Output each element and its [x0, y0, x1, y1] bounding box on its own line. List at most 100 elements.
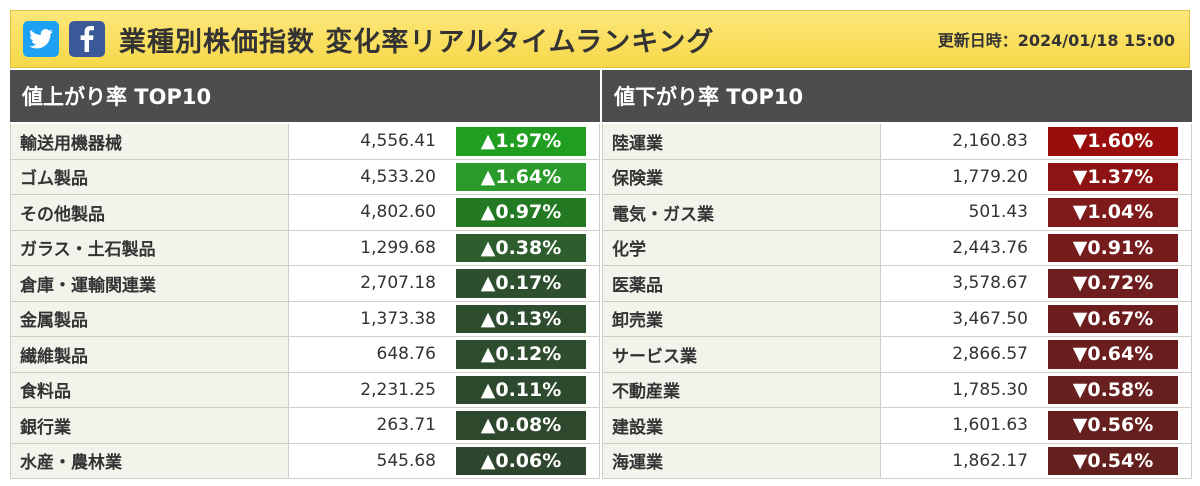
sector-name: 銀行業: [11, 408, 289, 443]
index-value: 263.71: [289, 408, 456, 443]
index-value: 2,866.57: [881, 337, 1048, 372]
table-row[interactable]: ゴム製品 4,533.20 ▲1.64%: [10, 159, 600, 195]
index-value: 1,299.68: [289, 230, 456, 265]
table-row[interactable]: 倉庫・運輸関連業 2,707.18 ▲0.17%: [10, 266, 600, 302]
facebook-share-button[interactable]: [69, 21, 105, 57]
sector-name: 卸売業: [603, 301, 881, 336]
change-rate-badge: ▼0.72%: [1048, 269, 1178, 298]
index-value: 4,533.20: [289, 159, 456, 194]
index-value: 648.76: [289, 337, 456, 372]
index-value: 1,601.63: [881, 408, 1048, 443]
index-value: 3,578.67: [881, 266, 1048, 301]
sector-name: 水産・農林業: [11, 443, 289, 478]
row-padding: [586, 124, 599, 159]
sector-name: 金属製品: [11, 301, 289, 336]
change-rate-badge: ▼1.60%: [1048, 127, 1178, 156]
change-rate-badge: ▼0.67%: [1048, 304, 1178, 333]
row-padding: [1178, 159, 1191, 194]
row-padding: [586, 337, 599, 372]
sector-name: 電気・ガス業: [603, 195, 881, 230]
change-rate-badge: ▼1.37%: [1048, 162, 1178, 191]
index-value: 2,231.25: [289, 372, 456, 407]
index-value: 4,802.60: [289, 195, 456, 230]
row-padding: [586, 443, 599, 478]
table-row[interactable]: 建設業 1,601.63 ▼0.56%: [602, 408, 1192, 444]
index-value: 2,160.83: [881, 124, 1048, 159]
change-rate-badge: ▼0.54%: [1048, 446, 1178, 475]
change-rate-badge: ▼0.56%: [1048, 411, 1178, 440]
sector-name: その他製品: [11, 195, 289, 230]
change-rate-badge: ▼0.91%: [1048, 233, 1178, 262]
change-rate-badge: ▼0.58%: [1048, 375, 1178, 404]
index-value: 1,373.38: [289, 301, 456, 336]
row-padding: [586, 266, 599, 301]
row-padding: [1178, 372, 1191, 407]
change-rate-badge: ▲0.08%: [456, 411, 586, 440]
index-value: 1,785.30: [881, 372, 1048, 407]
sector-name: 医薬品: [603, 266, 881, 301]
gainers-heading: 値上がり率 TOP10: [10, 70, 600, 124]
twitter-icon: [29, 29, 53, 49]
sector-name: 保険業: [603, 159, 881, 194]
table-row[interactable]: 繊維製品 648.76 ▲0.12%: [10, 337, 600, 373]
change-rate-badge: ▲0.11%: [456, 375, 586, 404]
change-rate-badge: ▼1.04%: [1048, 198, 1178, 227]
row-padding: [586, 230, 599, 265]
change-rate-badge: ▲0.38%: [456, 233, 586, 262]
table-row[interactable]: 電気・ガス業 501.43 ▼1.04%: [602, 195, 1192, 231]
index-value: 1,862.17: [881, 443, 1048, 478]
table-row[interactable]: 金属製品 1,373.38 ▲0.13%: [10, 301, 600, 337]
table-row[interactable]: 輸送用機器械 4,556.41 ▲1.97%: [10, 124, 600, 160]
change-rate-badge: ▲0.97%: [456, 198, 586, 227]
change-rate-badge: ▲0.13%: [456, 304, 586, 333]
table-row[interactable]: 医薬品 3,578.67 ▼0.72%: [602, 266, 1192, 302]
change-rate-badge: ▲1.64%: [456, 162, 586, 191]
row-padding: [1178, 230, 1191, 265]
index-value: 545.68: [289, 443, 456, 478]
change-rate-badge: ▲0.17%: [456, 269, 586, 298]
sector-name: 繊維製品: [11, 337, 289, 372]
table-row[interactable]: 化学 2,443.76 ▼0.91%: [602, 230, 1192, 266]
table-row[interactable]: 卸売業 3,467.50 ▼0.67%: [602, 301, 1192, 337]
table-row[interactable]: サービス業 2,866.57 ▼0.64%: [602, 337, 1192, 373]
sector-name: 不動産業: [603, 372, 881, 407]
table-row[interactable]: その他製品 4,802.60 ▲0.97%: [10, 195, 600, 231]
row-padding: [586, 159, 599, 194]
table-row[interactable]: 不動産業 1,785.30 ▼0.58%: [602, 372, 1192, 408]
index-value: 1,779.20: [881, 159, 1048, 194]
sector-name: 食料品: [11, 372, 289, 407]
gainers-table: 輸送用機器械 4,556.41 ▲1.97% ゴム製品 4,533.20 ▲1.64% その…: [10, 124, 600, 479]
facebook-icon: [80, 26, 94, 52]
sector-name: サービス業: [603, 337, 881, 372]
row-padding: [586, 408, 599, 443]
row-padding: [1178, 124, 1191, 159]
sector-name: 海運業: [603, 443, 881, 478]
row-padding: [1178, 408, 1191, 443]
row-padding: [1178, 266, 1191, 301]
losers-table: 陸運業 2,160.83 ▼1.60% 保険業 1,779.20 ▼1.37% 電気・ガス業…: [602, 124, 1192, 479]
index-value: 2,443.76: [881, 230, 1048, 265]
table-row[interactable]: ガラス・土石製品 1,299.68 ▲0.38%: [10, 230, 600, 266]
row-padding: [586, 372, 599, 407]
twitter-share-button[interactable]: [23, 21, 59, 57]
row-padding: [586, 301, 599, 336]
table-row[interactable]: 保険業 1,779.20 ▼1.37%: [602, 159, 1192, 195]
sector-name: 輸送用機器械: [11, 124, 289, 159]
index-value: 2,707.18: [289, 266, 456, 301]
change-rate-badge: ▲0.06%: [456, 446, 586, 475]
update-timestamp: 更新日時：2024/01/18 15:00: [937, 31, 1175, 50]
ranking-header: 業種別株価指数 変化率リアルタイムランキング 更新日時：2024/01/18 1…: [10, 10, 1190, 68]
change-rate-badge: ▲0.12%: [456, 340, 586, 369]
losers-heading: 値下がり率 TOP10: [602, 70, 1192, 124]
table-row[interactable]: 食料品 2,231.25 ▲0.11%: [10, 372, 600, 408]
row-padding: [1178, 443, 1191, 478]
row-padding: [1178, 337, 1191, 372]
row-padding: [1178, 195, 1191, 230]
table-row[interactable]: 銀行業 263.71 ▲0.08%: [10, 408, 600, 444]
sector-name: ゴム製品: [11, 159, 289, 194]
table-row[interactable]: 水産・農林業 545.68 ▲0.06%: [10, 443, 600, 479]
index-value: 3,467.50: [881, 301, 1048, 336]
table-row[interactable]: 陸運業 2,160.83 ▼1.60%: [602, 124, 1192, 160]
table-row[interactable]: 海運業 1,862.17 ▼0.54%: [602, 443, 1192, 479]
gainers-panel: 値上がり率 TOP10 輸送用機器械 4,556.41 ▲1.97% ゴム製品 4,53…: [10, 70, 600, 479]
